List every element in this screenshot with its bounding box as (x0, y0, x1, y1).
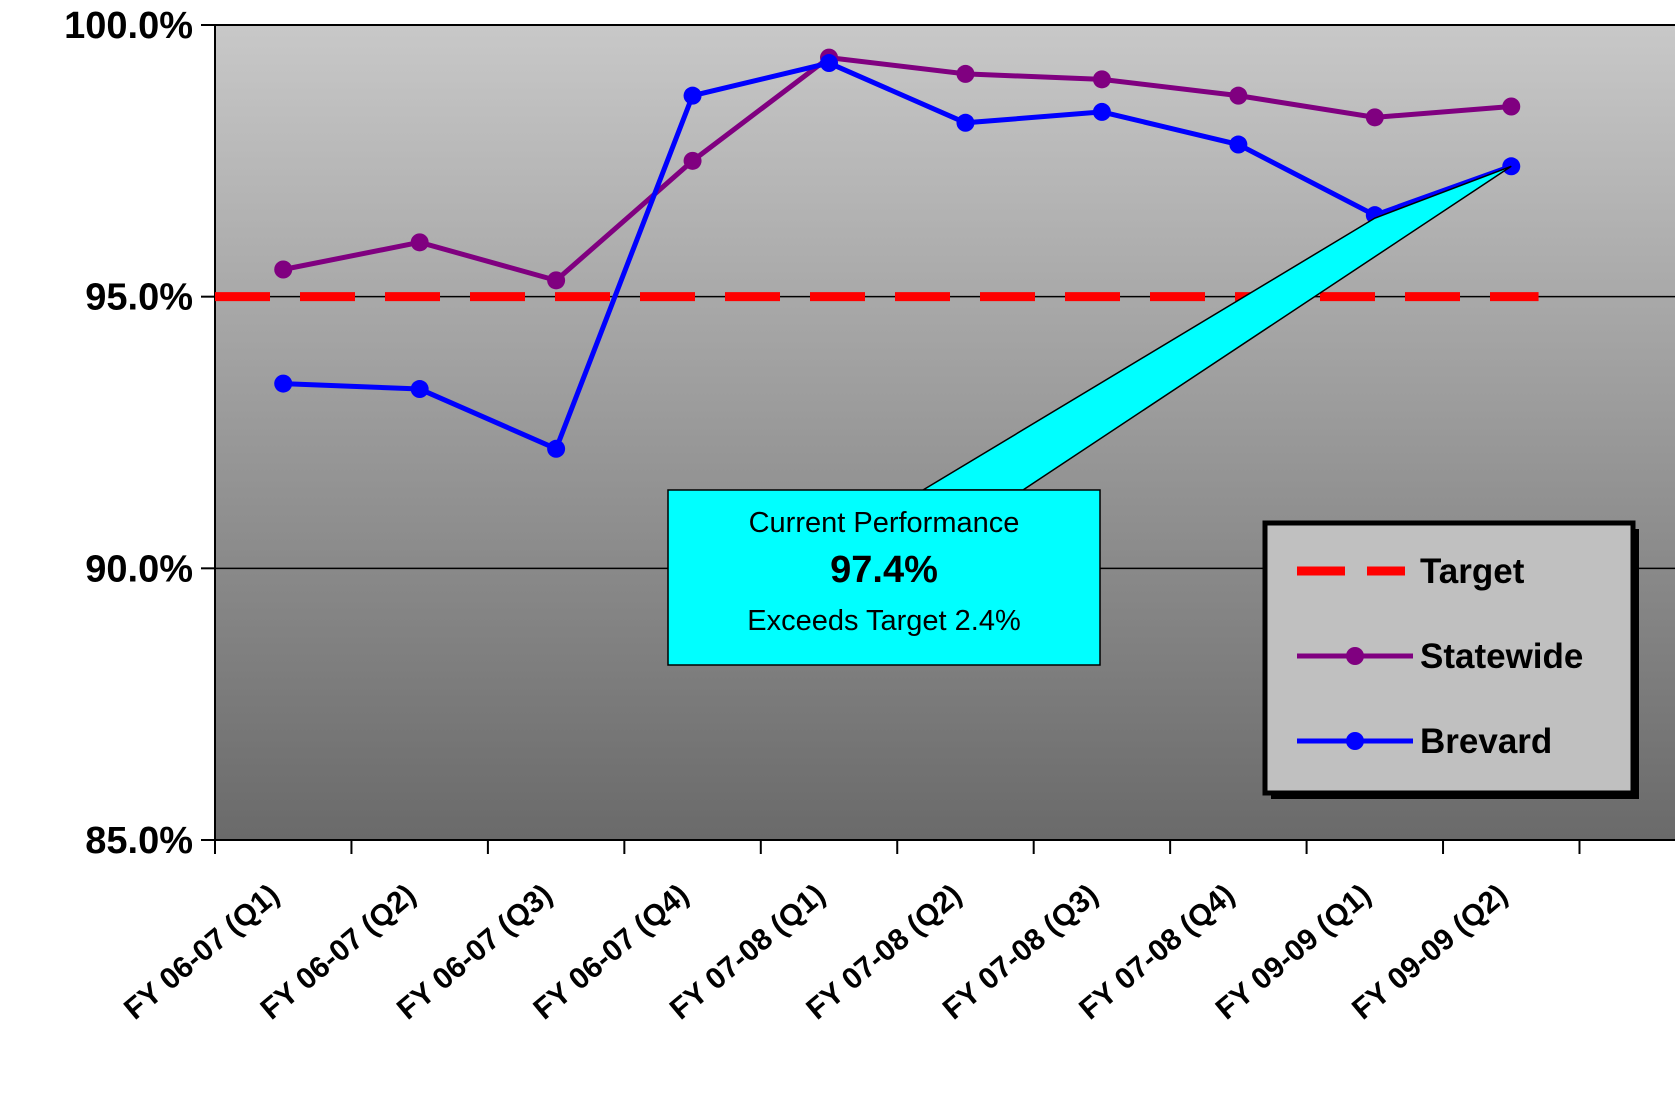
data-point (1229, 135, 1248, 154)
data-point (956, 64, 975, 83)
legend-marker (1346, 732, 1364, 750)
series-layer (215, 48, 1539, 458)
legend: Target Statewide Brevard (1262, 520, 1639, 799)
callout-annotation: Current Performance 97.4% Exceeds Target… (667, 165, 1512, 666)
legend-item: Statewide (1297, 637, 1583, 676)
data-point (956, 113, 975, 132)
legend-marker (1346, 647, 1364, 665)
y-tick-label: 100.0% (64, 5, 193, 47)
data-point (410, 233, 429, 252)
x-axis: FY 06-07 (Q1)FY 06-07 (Q2)FY 06-07 (Q3)F… (118, 839, 1675, 1026)
callout-box (667, 489, 1101, 666)
data-point (1229, 86, 1248, 105)
legend-label: Target (1420, 552, 1525, 591)
series-brevard (274, 54, 1521, 458)
data-point (1502, 97, 1521, 116)
y-tick-label: 95.0% (85, 277, 193, 319)
y-tick-label: 90.0% (85, 548, 193, 590)
data-point (1092, 70, 1111, 89)
legend-item: Target (1297, 552, 1525, 591)
callout-title: Current Performance (749, 507, 1020, 539)
series-line (283, 60, 1513, 453)
callout-value: 97.4% (830, 549, 938, 591)
data-point (820, 54, 839, 73)
y-axis: 85.0% 90.0% 95.0% 100.0% (64, 5, 215, 862)
data-point (274, 260, 293, 279)
data-point (1092, 102, 1111, 121)
y-tick-label: 85.0% (85, 820, 193, 862)
legend-label: Statewide (1420, 637, 1583, 676)
data-point (1365, 108, 1384, 127)
data-point (547, 439, 566, 458)
legend-label: Brevard (1420, 722, 1552, 761)
data-point (274, 374, 293, 393)
data-point (547, 271, 566, 290)
callout-subtitle: Exceeds Target 2.4% (747, 605, 1021, 637)
data-point (683, 86, 702, 105)
series-line (282, 54, 1512, 284)
data-point (410, 380, 429, 399)
data-point (683, 151, 702, 170)
legend-item: Brevard (1297, 722, 1552, 761)
